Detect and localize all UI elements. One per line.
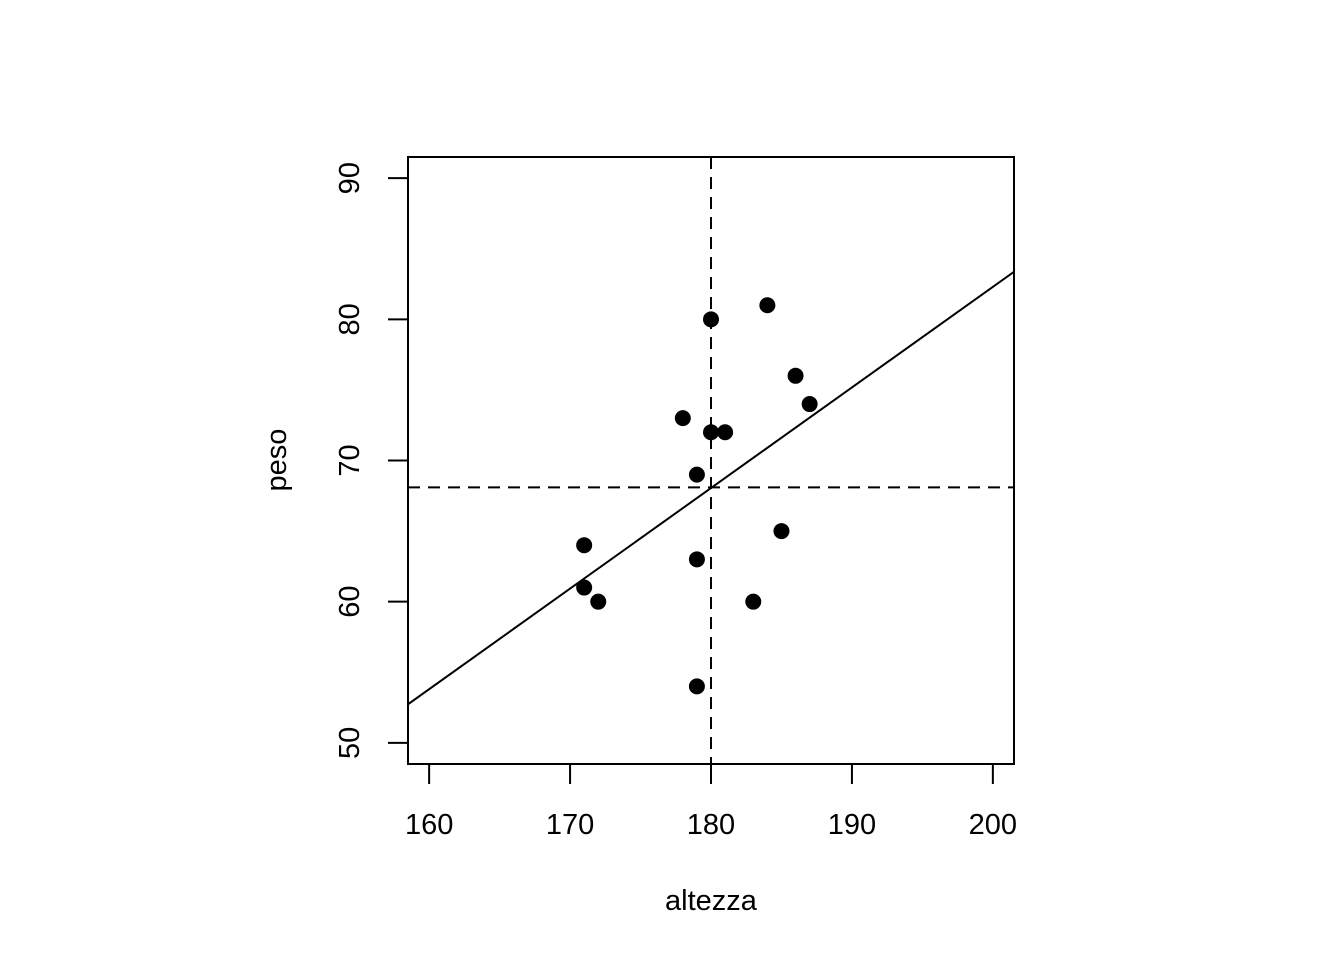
x-tick-label: 200: [969, 809, 1017, 841]
data-point: [590, 593, 607, 610]
x-axis: 160 170 180 190 200: [405, 763, 1017, 841]
x-tick-label: 170: [546, 809, 594, 841]
data-point: [745, 593, 762, 610]
data-point: [674, 410, 691, 427]
plot-area: [408, 157, 1014, 764]
data-point: [576, 537, 593, 554]
data-point: [801, 396, 818, 413]
x-tick-label: 160: [405, 809, 453, 841]
data-point: [787, 367, 804, 384]
y-tick-label: 70: [334, 444, 366, 476]
y-axis-title: peso: [261, 429, 293, 492]
y-tick-label: 50: [334, 727, 366, 759]
data-point: [688, 551, 705, 568]
data-point: [717, 424, 734, 441]
y-tick-label: 80: [334, 303, 366, 335]
x-axis-title: altezza: [665, 885, 758, 917]
x-tick-label: 190: [828, 809, 876, 841]
y-tick-label: 90: [334, 162, 366, 194]
data-point: [773, 523, 790, 540]
data-point: [576, 579, 593, 596]
x-tick-label: 180: [687, 809, 735, 841]
data-point: [688, 466, 705, 483]
y-tick-label: 60: [334, 586, 366, 618]
data-point: [688, 678, 705, 695]
y-axis: 50 60 70 80 90: [334, 162, 409, 759]
data-point: [703, 311, 719, 328]
data-point: [759, 297, 776, 314]
regression-line: [408, 270, 1014, 706]
data-point: [703, 424, 719, 441]
